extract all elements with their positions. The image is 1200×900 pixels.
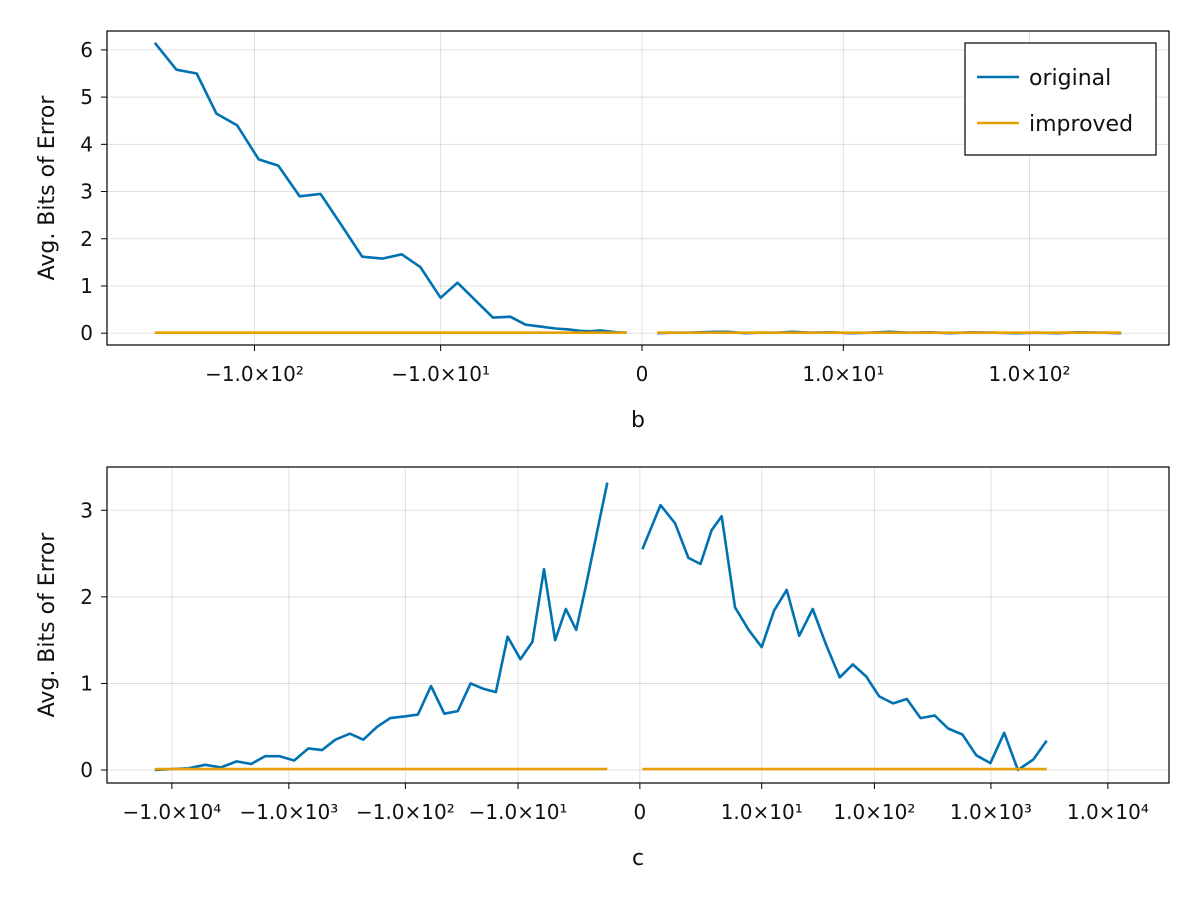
legend-box bbox=[964, 42, 1157, 156]
y-tick-labels: 0 1 2 3 4 5 6 bbox=[80, 38, 93, 345]
y-tick-label: 5 bbox=[80, 85, 93, 109]
series-lines bbox=[154, 482, 1048, 772]
y-tick-label: 2 bbox=[80, 585, 93, 609]
x-tick-label: 1.0×10³ bbox=[950, 800, 1032, 824]
axis-ticks bbox=[101, 509, 1109, 789]
x-tick-label: 1.0×10⁴ bbox=[1067, 800, 1149, 824]
y-tick-label: 1 bbox=[80, 274, 93, 298]
y-tick-label: 0 bbox=[80, 321, 93, 345]
x-tick-label: −1.0×10² bbox=[205, 362, 304, 386]
legend-label-improved: improved bbox=[1029, 112, 1133, 137]
series-line-original bbox=[153, 41, 627, 334]
y-tick-label: 3 bbox=[80, 498, 93, 522]
y-tick-labels: 0 1 2 3 bbox=[80, 498, 93, 782]
x-tick-label: −1.0×10³ bbox=[239, 800, 338, 824]
x-tick-label: 1.0×10² bbox=[989, 362, 1071, 386]
axis-ticks bbox=[101, 49, 1031, 351]
x-tick-labels: −1.0×10² −1.0×10¹ 0 1.0×10¹ 1.0×10² bbox=[205, 362, 1070, 386]
x-axis-label: c bbox=[632, 846, 644, 871]
series-line-original bbox=[154, 482, 609, 772]
x-tick-labels: −1.0×10⁴ −1.0×10³ −1.0×10² −1.0×10¹ 0 1.0×10¹… bbox=[122, 800, 1148, 824]
y-tick-label: 0 bbox=[80, 758, 93, 782]
y-tick-label: 4 bbox=[80, 132, 93, 156]
y-tick-label: 6 bbox=[80, 38, 93, 62]
x-tick-label: 1.0×10¹ bbox=[721, 800, 803, 824]
x-axis-label: b bbox=[631, 408, 645, 433]
legend-label-original: original bbox=[1029, 66, 1111, 91]
y-axis-label: Avg. Bits of Error bbox=[35, 532, 60, 718]
series-lines bbox=[153, 41, 1122, 335]
y-tick-label: 1 bbox=[80, 671, 93, 695]
x-tick-label: −1.0×10⁴ bbox=[122, 800, 221, 824]
gridlines bbox=[107, 467, 1169, 783]
x-tick-label: −1.0×10¹ bbox=[391, 362, 490, 386]
plot-frame bbox=[106, 466, 1170, 784]
x-tick-label: 0 bbox=[634, 800, 647, 824]
series-line-original bbox=[641, 503, 1048, 772]
y-axis-label: Avg. Bits of Error bbox=[35, 95, 60, 281]
x-tick-label: 0 bbox=[636, 362, 649, 386]
y-tick-label: 2 bbox=[80, 227, 93, 251]
x-tick-label: 1.0×10¹ bbox=[802, 362, 884, 386]
x-tick-label: −1.0×10¹ bbox=[469, 800, 568, 824]
plot-panel-c: 0 1 2 3 −1.0×10⁴ −1.0×10³ −1.0×10² −1.0×10¹ 0 1.… bbox=[35, 466, 1170, 871]
x-tick-label: −1.0×10² bbox=[356, 800, 455, 824]
x-tick-label: 1.0×10² bbox=[833, 800, 915, 824]
plot-frame bbox=[106, 30, 1170, 346]
legend: original improved bbox=[964, 42, 1157, 156]
y-tick-label: 3 bbox=[80, 180, 93, 204]
